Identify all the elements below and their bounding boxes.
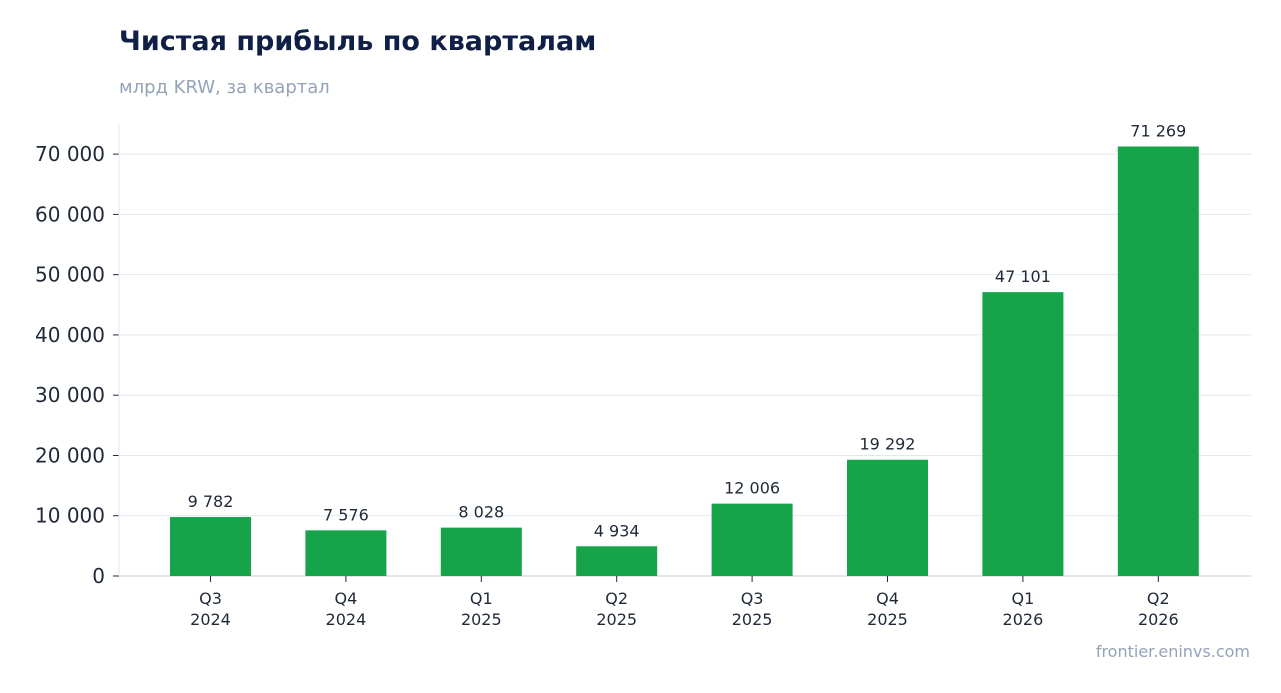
x-tick-label-year: 2025 [461, 610, 502, 629]
x-tick-label-year: 2025 [732, 610, 773, 629]
bar-value-label: 4 934 [594, 521, 640, 540]
bar [982, 292, 1064, 576]
x-tick-label-year: 2024 [190, 610, 231, 629]
bar-value-label: 9 782 [188, 492, 234, 511]
y-tick-label: 40 000 [35, 323, 105, 347]
y-tick-label: 30 000 [35, 383, 105, 407]
source-label: frontier.eninvs.com [1095, 642, 1250, 661]
y-tick-label: 0 [92, 564, 105, 588]
bar [1117, 146, 1199, 577]
bar-value-label: 47 101 [995, 267, 1051, 286]
x-tick-label-quarter: Q3 [199, 589, 222, 608]
bar-value-label: 12 006 [724, 479, 780, 498]
bar [847, 459, 928, 576]
x-tick-label-quarter: Q3 [741, 589, 764, 608]
bar [576, 546, 658, 576]
bar [305, 530, 387, 576]
y-tick-label: 50 000 [35, 263, 105, 287]
x-tick-label-year: 2026 [1138, 610, 1179, 629]
y-tick-label: 20 000 [35, 443, 105, 467]
bar-value-label: 71 269 [1130, 121, 1186, 140]
x-tick-label-quarter: Q2 [1147, 589, 1170, 608]
x-tick-label-quarter: Q2 [605, 589, 628, 608]
x-tick-label-year: 2024 [326, 610, 367, 629]
x-tick-label-quarter: Q4 [876, 589, 899, 608]
bar-value-label: 19 292 [860, 435, 916, 454]
x-tick-label-year: 2025 [867, 610, 908, 629]
x-tick-label-quarter: Q1 [1012, 589, 1035, 608]
x-tick-label-year: 2025 [596, 610, 637, 629]
x-tick-label-quarter: Q1 [470, 589, 493, 608]
x-tick-label-quarter: Q4 [335, 589, 358, 608]
chart-title: Чистая прибыль по кварталам [119, 26, 597, 57]
bar [440, 527, 522, 576]
y-tick-label: 10 000 [35, 504, 105, 528]
bar [711, 503, 793, 576]
bar-value-label: 7 576 [323, 505, 369, 524]
x-tick-label-year: 2026 [1003, 610, 1044, 629]
y-tick-label: 60 000 [35, 202, 105, 226]
bar [170, 517, 251, 576]
chart-subtitle: млрд KRW, за квартал [119, 77, 330, 98]
y-tick-label: 70 000 [35, 142, 105, 166]
bar-value-label: 8 028 [458, 503, 504, 522]
